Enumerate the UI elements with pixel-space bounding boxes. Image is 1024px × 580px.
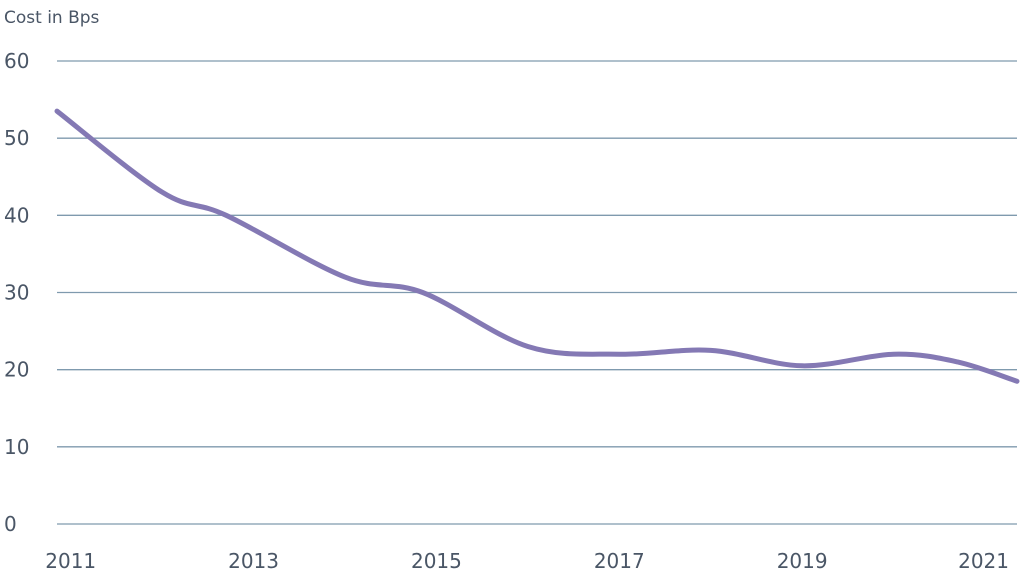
y-tick-label: 50 — [4, 126, 29, 150]
y-tick-label: 10 — [4, 435, 29, 459]
x-tick-label: 2013 — [228, 549, 279, 573]
y-tick-label: 30 — [4, 281, 29, 305]
series-group — [54, 108, 1020, 384]
x-tick-label: 2015 — [411, 549, 462, 573]
gridlines — [57, 60, 1017, 525]
y-tick-label: 60 — [4, 49, 29, 73]
x-tick-label: 2011 — [45, 549, 96, 573]
y-tick-label: 0 — [4, 512, 17, 536]
y-tick-label: 40 — [4, 203, 29, 227]
y-axis-label: Cost in Bps — [4, 8, 100, 28]
series-line-0 — [54, 108, 1020, 384]
x-axis-ticks: 2011 2013 2015 2017 2019 2021 — [45, 549, 1009, 573]
x-tick-label: 2017 — [594, 549, 645, 573]
x-tick-label: 2021 — [958, 549, 1009, 573]
y-tick-label: 20 — [4, 358, 29, 382]
y-axis-ticks: 0 10 20 30 40 50 60 — [4, 49, 29, 536]
x-tick-label: 2019 — [777, 549, 828, 573]
